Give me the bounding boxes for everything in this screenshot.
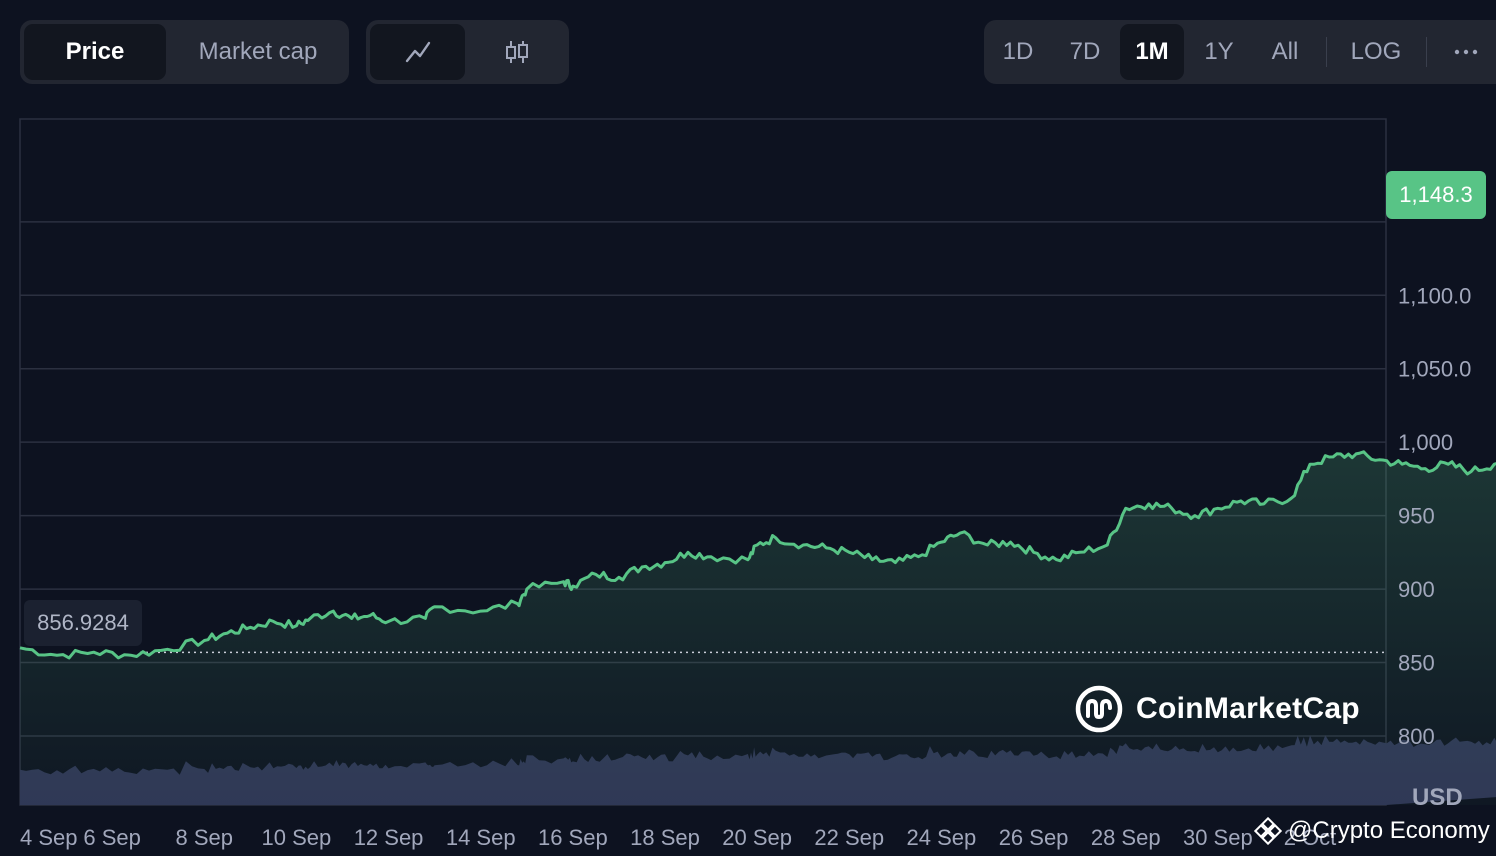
timeframe-1d[interactable]: 1D — [1002, 38, 1034, 65]
x-tick-label: 18 Sep — [630, 825, 700, 850]
line-chart-icon — [405, 41, 430, 63]
coinmarketcap-watermark: CoinMarketCap — [1074, 684, 1360, 734]
x-tick-label: 28 Sep — [1091, 825, 1161, 850]
x-tick-label: 2 Oct — [1284, 825, 1337, 850]
timeframe-divider — [1426, 37, 1427, 67]
line-chart-button[interactable] — [370, 24, 465, 80]
timeframe-divider — [1326, 37, 1327, 67]
x-tick-label: 14 Sep — [446, 825, 516, 850]
x-tick-label: 30 Sep — [1183, 825, 1253, 850]
candlestick-button[interactable] — [469, 24, 565, 80]
x-tick-label: 24 Sep — [907, 825, 977, 850]
y-tick-label: 1,100.0 — [1398, 283, 1471, 308]
coinmarketcap-logo-icon — [1075, 685, 1123, 733]
currency-label: USD — [1412, 784, 1463, 811]
start-price-badge: 856.9284 — [24, 600, 142, 646]
timeframe-7d[interactable]: 7D — [1069, 38, 1101, 65]
x-tick-label: 10 Sep — [262, 825, 332, 850]
metric-toggle: Price Market cap — [20, 20, 349, 84]
x-tick-label: 8 Sep — [176, 825, 234, 850]
more-horizontal-icon — [1454, 49, 1478, 55]
x-tick-label: 16 Sep — [538, 825, 608, 850]
price-line — [19, 450, 1496, 660]
log-scale-toggle[interactable]: LOG — [1350, 38, 1402, 65]
y-axis: 1,100.0 1,050.0 1,000 950 900 850 800 — [1398, 283, 1471, 749]
chart-type-toggle — [366, 20, 569, 84]
y-tick-label: 1,000 — [1398, 430, 1453, 455]
image-credit: @Crypto Economy — [1254, 814, 1490, 848]
y-tick-label: 900 — [1398, 577, 1435, 602]
x-tick-label: 6 Sep — [83, 825, 141, 850]
x-tick-label: 4 Sep — [20, 825, 78, 850]
y-tick-label: 800 — [1398, 724, 1435, 749]
timeframe-1m[interactable]: 1M — [1120, 24, 1184, 80]
tab-market-cap[interactable]: Market cap — [198, 38, 318, 65]
watermark-brand-text: CoinMarketCap — [1136, 692, 1360, 725]
candlestick-icon — [506, 41, 528, 63]
y-tick-label: 850 — [1398, 651, 1435, 676]
timeframe-1y[interactable]: 1Y — [1204, 38, 1234, 65]
more-button[interactable] — [1436, 24, 1496, 80]
y-tick-label: 1,050.0 — [1398, 357, 1471, 382]
x-tick-label: 12 Sep — [354, 825, 424, 850]
tab-price[interactable]: Price — [24, 24, 166, 80]
x-tick-label: 22 Sep — [814, 825, 884, 850]
x-tick-label: 20 Sep — [722, 825, 792, 850]
current-price-badge: 1,148.3 — [1386, 171, 1486, 219]
y-tick-label: 950 — [1398, 504, 1435, 529]
timeframe-toggle: 1D 7D 1M 1Y All LOG — [984, 20, 1496, 84]
price-area-fill — [20, 451, 1496, 805]
x-axis: 4 Sep 6 Sep 8 Sep 10 Sep 12 Sep 14 Sep 16 Sep 1… — [20, 825, 1336, 850]
binance-logo-icon — [1254, 817, 1282, 845]
x-tick-label: 26 Sep — [999, 825, 1069, 850]
timeframe-all[interactable]: All — [1271, 38, 1299, 65]
credit-text: @Crypto Economy — [1288, 817, 1490, 844]
